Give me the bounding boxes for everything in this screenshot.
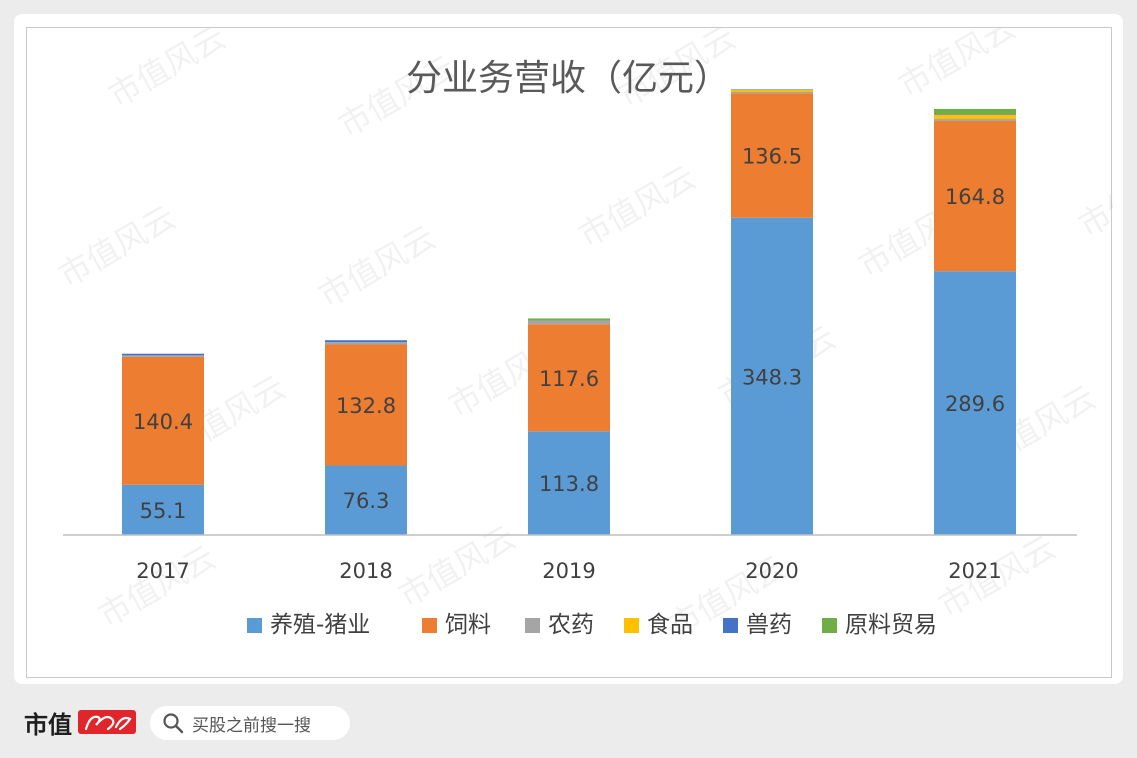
watermark-text: 市值风云	[572, 158, 702, 255]
data-label-2018-series-0: 76.3	[343, 489, 390, 513]
bar-2021-series-5	[934, 108, 1016, 115]
legend-label-4: 兽药	[746, 612, 792, 638]
watermark-text: 市值风云	[892, 28, 1022, 105]
brand-logo-icon	[78, 710, 136, 734]
legend-swatch-2	[525, 618, 540, 633]
bar-2017-series-2	[122, 355, 204, 357]
legend-swatch-0	[247, 618, 262, 633]
bar-2021-series-1	[934, 121, 1016, 272]
x-tick-label-2021: 2021	[948, 559, 1001, 583]
data-label-2021-series-0: 289.6	[945, 392, 1005, 416]
bar-2021-series-3	[934, 114, 1016, 120]
watermark-text: 市值风云	[392, 518, 522, 615]
bar-2018-series-0	[325, 465, 407, 535]
legend-swatch-1	[422, 618, 437, 633]
data-label-2019-series-0: 113.8	[539, 472, 599, 496]
bar-2020-series-3	[731, 89, 813, 92]
data-label-2017-series-0: 55.1	[140, 499, 187, 523]
bar-2017-series-4	[122, 353, 204, 356]
search-icon	[163, 713, 184, 734]
data-label-2021-series-1: 164.8	[945, 185, 1005, 209]
x-tick-label-2019: 2019	[542, 559, 595, 583]
legend-swatch-4	[723, 618, 738, 633]
legend-label-1: 饲料	[445, 612, 491, 638]
bar-2017-series-1	[122, 356, 204, 485]
bars-group: 55.1 140.4 76.3 132.8 113.8 117.6 348.3 136.5 28…	[122, 89, 1016, 535]
watermark-text: 市值风云	[102, 28, 232, 115]
data-label-2017-series-1: 140.4	[133, 410, 193, 434]
data-label-2020-series-1: 136.5	[742, 145, 802, 169]
legend-label-0: 养殖-猪业	[270, 612, 370, 638]
legend-swatch-3	[624, 618, 639, 633]
bar-2020-series-2	[731, 91, 813, 94]
legend-label-3: 食品	[647, 612, 693, 638]
x-tick-labels: 2017 2018 2019 2020 2021	[136, 559, 1001, 583]
footer-bar: 市值 买股之前搜一搜	[0, 690, 1137, 758]
watermark-text: 市值风云	[1072, 148, 1113, 245]
legend-swatch-5	[822, 618, 837, 633]
bar-2019-series-0	[528, 431, 610, 535]
x-tick-label-2018: 2018	[339, 559, 392, 583]
brand-name: 市值	[24, 709, 72, 739]
chart-title: 分业务营收（亿元）	[406, 58, 730, 99]
bar-2019-series-5	[528, 318, 610, 321]
chart-frame: 市值风云 市值风云 市值风云 市值风云 市值风云 市值风云 市值风云 市值风云 市值风云 市值风云…	[26, 27, 1113, 678]
data-label-2019-series-1: 117.6	[539, 367, 599, 391]
legend-label-5: 原料贸易	[845, 612, 937, 638]
bar-2021-series-4	[934, 114, 1016, 115]
watermark-text: 市值风云	[312, 218, 442, 315]
brand: 市值	[24, 704, 140, 740]
bar-2018-series-4	[325, 340, 407, 343]
bar-2020-series-1	[731, 93, 813, 218]
data-label-2018-series-1: 132.8	[336, 394, 396, 418]
watermark-text: 市值风云	[52, 198, 182, 295]
x-tick-label-2020: 2020	[745, 559, 798, 583]
data-label-2020-series-0: 348.3	[742, 365, 802, 389]
legend: 养殖-猪业 饲料 农药 食品 兽药 原料贸易	[247, 612, 937, 638]
search-placeholder: 买股之前搜一搜	[192, 715, 311, 736]
bar-2019-series-1	[528, 324, 610, 432]
search-box[interactable]: 买股之前搜一搜	[150, 706, 350, 740]
bar-2021-series-2	[934, 119, 1016, 122]
bar-2019-series-2	[528, 321, 610, 325]
bar-2020-series-0	[731, 217, 813, 535]
bar-2018-series-2	[325, 342, 407, 345]
bar-2018-series-1	[325, 344, 407, 466]
bar-2020-series-4	[731, 89, 813, 90]
watermark-text: 市值风云	[92, 538, 222, 635]
bar-2021-series-0	[934, 271, 1016, 535]
legend-label-2: 农药	[548, 612, 594, 638]
x-tick-label-2017: 2017	[136, 559, 189, 583]
bar-2017-series-0	[122, 484, 204, 535]
bar-2019-series-4	[528, 320, 610, 321]
